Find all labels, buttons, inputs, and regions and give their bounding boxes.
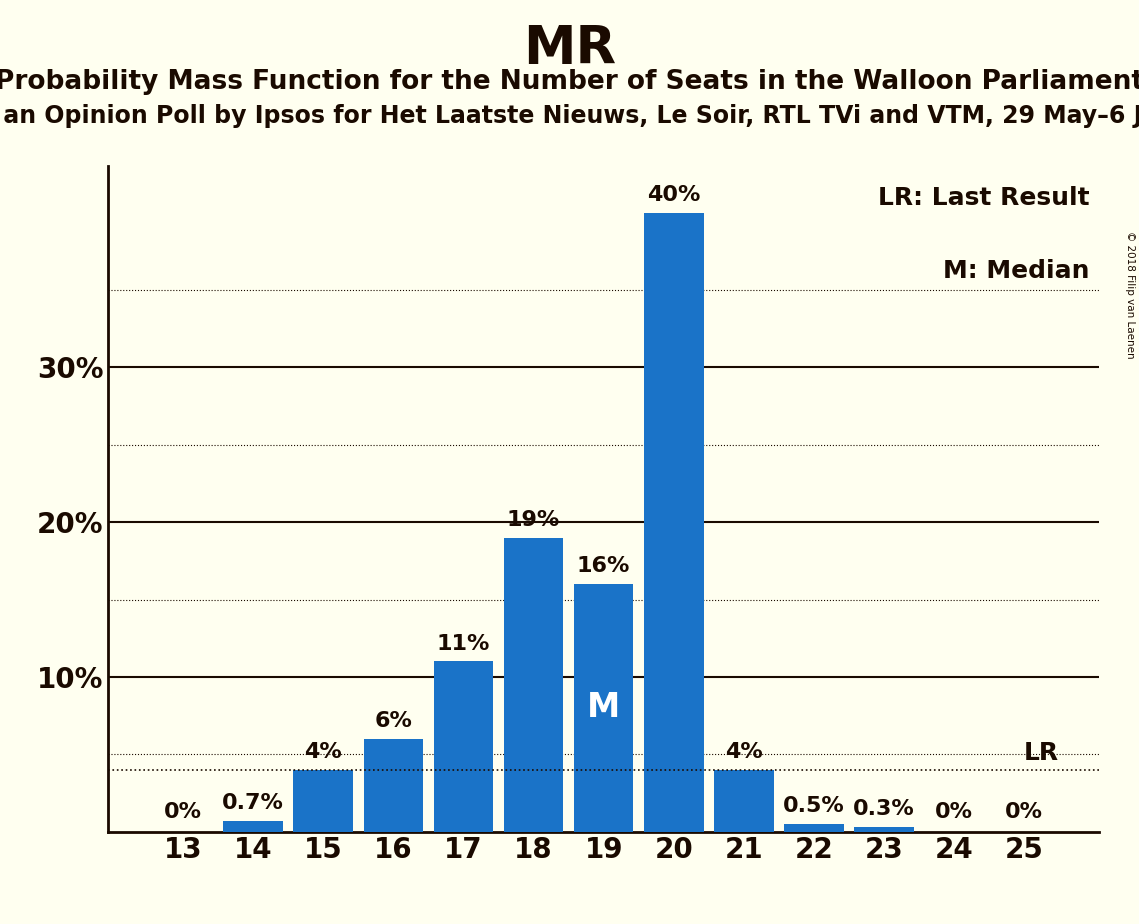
Bar (784, 824, 844, 832)
Text: 0%: 0% (164, 802, 202, 822)
Bar (434, 662, 493, 832)
Text: 0.7%: 0.7% (222, 793, 284, 813)
Text: 11%: 11% (436, 634, 490, 653)
Text: 0.5%: 0.5% (784, 796, 845, 816)
Bar (644, 213, 704, 832)
Bar (294, 770, 353, 832)
Bar (223, 821, 282, 832)
Text: 40%: 40% (647, 185, 700, 205)
Text: LR: Last Result: LR: Last Result (878, 187, 1089, 211)
Bar (574, 584, 633, 832)
Text: 0.3%: 0.3% (853, 799, 915, 820)
Text: LR: LR (1024, 741, 1059, 765)
Text: 6%: 6% (375, 711, 412, 731)
Text: 4%: 4% (304, 742, 342, 762)
Text: Probability Mass Function for the Number of Seats in the Walloon Parliament: Probability Mass Function for the Number… (0, 69, 1139, 95)
Bar (854, 827, 913, 832)
Text: MR: MR (523, 23, 616, 75)
Text: 16%: 16% (577, 556, 630, 577)
Text: M: M (587, 691, 621, 724)
Text: on an Opinion Poll by Ipsos for Het Laatste Nieuws, Le Soir, RTL TVi and VTM, 29: on an Opinion Poll by Ipsos for Het Laat… (0, 104, 1139, 128)
Bar (503, 538, 564, 832)
Text: © 2018 Filip van Laenen: © 2018 Filip van Laenen (1125, 231, 1134, 359)
Bar (714, 770, 773, 832)
Bar (363, 739, 424, 832)
Text: 0%: 0% (1006, 802, 1043, 822)
Text: 4%: 4% (726, 742, 763, 762)
Text: 19%: 19% (507, 510, 560, 529)
Text: M: Median: M: Median (943, 260, 1089, 284)
Text: 0%: 0% (935, 802, 973, 822)
